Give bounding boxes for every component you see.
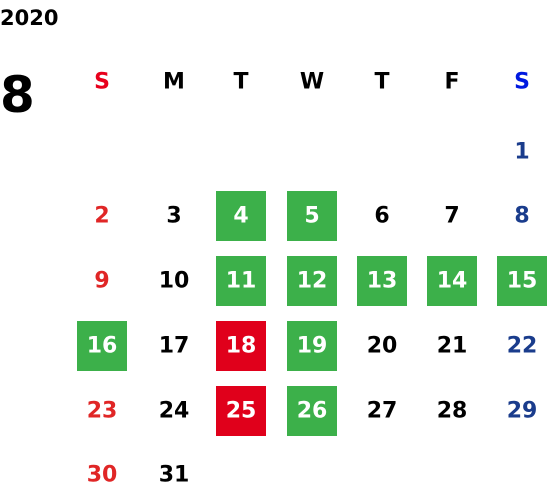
day-number: 10 [159, 269, 190, 294]
day-number: 18 [226, 334, 257, 359]
day-number: 8 [514, 204, 529, 229]
day-number: 6 [374, 204, 389, 229]
day-number: 28 [437, 399, 468, 424]
day-highlight [216, 191, 266, 241]
day-number: 29 [507, 399, 538, 424]
weekday-header: F [444, 70, 459, 95]
day-highlight [497, 256, 547, 306]
day-number: 12 [297, 269, 328, 294]
day-number: 30 [87, 463, 118, 488]
day-number: 19 [297, 334, 328, 359]
day-highlight [216, 321, 266, 371]
day-highlight [216, 386, 266, 436]
day-number: 4 [233, 204, 248, 229]
day-number: 24 [159, 399, 190, 424]
day-number: 14 [437, 269, 468, 294]
day-highlight [287, 191, 337, 241]
day-highlight [216, 256, 266, 306]
year: 2020 [0, 6, 58, 30]
day-number: 16 [87, 334, 118, 359]
day-number: 25 [226, 399, 257, 424]
day-number: 1 [514, 140, 529, 165]
day-highlight [357, 256, 407, 306]
weekday-header: M [163, 70, 185, 95]
day-highlight [427, 256, 477, 306]
weekday-header: T [374, 70, 389, 95]
day-number: 3 [166, 204, 181, 229]
day-highlight [287, 256, 337, 306]
day-number: 31 [159, 463, 190, 488]
day-number: 13 [367, 269, 398, 294]
day-number: 21 [437, 334, 468, 359]
day-highlight [287, 386, 337, 436]
day-highlight [77, 321, 127, 371]
weekday-header: S [514, 70, 530, 95]
day-number: 17 [159, 334, 190, 359]
day-highlight [287, 321, 337, 371]
day-number: 9 [94, 269, 109, 294]
day-number: 26 [297, 399, 328, 424]
day-number: 7 [444, 204, 459, 229]
weekday-header: S [94, 70, 110, 95]
day-number: 15 [507, 269, 538, 294]
weekday-header: T [233, 70, 248, 95]
day-number: 5 [304, 204, 319, 229]
weekday-header: W [300, 70, 324, 95]
day-number: 11 [226, 269, 257, 294]
day-number: 27 [367, 399, 398, 424]
month: 8 [0, 66, 35, 124]
day-number: 23 [87, 399, 118, 424]
day-number: 20 [367, 334, 398, 359]
day-number: 22 [507, 334, 538, 359]
day-number: 2 [94, 204, 109, 229]
